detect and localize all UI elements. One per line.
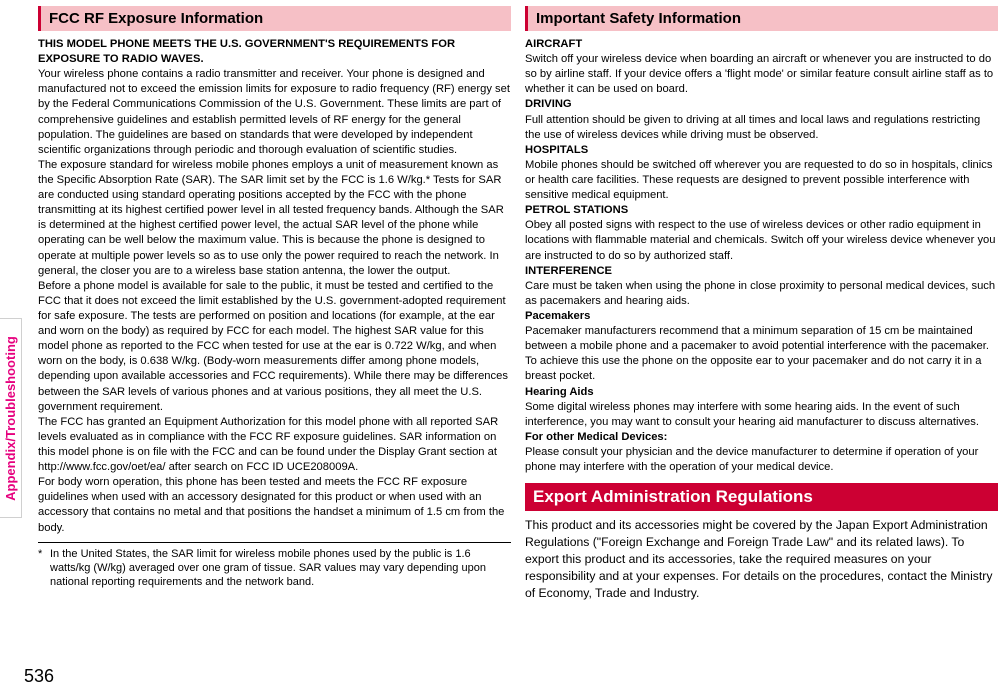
footnote-rule (38, 542, 511, 543)
other-text: Please consult your physician and the de… (525, 445, 998, 475)
fcc-p1: THIS MODEL PHONE MEETS THE U.S. GOVERNME… (38, 37, 511, 67)
footnote-text: In the United States, the SAR limit for … (50, 547, 511, 590)
left-column: FCC RF Exposure Information THIS MODEL P… (38, 6, 511, 665)
fcc-p4: Before a phone model is available for sa… (38, 279, 511, 415)
footnote-asterisk: * (38, 547, 50, 590)
interference-heading: INTERFERENCE (525, 264, 998, 279)
safety-header: Important Safety Information (525, 6, 998, 31)
fcc-p5: The FCC has granted an Equipment Authori… (38, 415, 511, 475)
fcc-header: FCC RF Exposure Information (38, 6, 511, 31)
pacemakers-heading: Pacemakers (525, 309, 998, 324)
petrol-text: Obey all posted signs with respect to th… (525, 218, 998, 263)
driving-text: Full attention should be given to drivin… (525, 113, 998, 143)
page-number: 536 (24, 666, 54, 687)
safety-body: AIRCRAFT Switch off your wireless device… (525, 37, 998, 475)
driving-heading: DRIVING (525, 97, 998, 112)
aircraft-heading: AIRCRAFT (525, 37, 998, 52)
interference-text: Care must be taken when using the phone … (525, 279, 998, 309)
fcc-p2: Your wireless phone contains a radio tra… (38, 67, 511, 158)
pacemakers-text: Pacemaker manufacturers recommend that a… (525, 324, 998, 384)
hearing-text: Some digital wireless phones may interfe… (525, 400, 998, 430)
hearing-heading: Hearing Aids (525, 385, 998, 400)
content-columns: FCC RF Exposure Information THIS MODEL P… (38, 6, 998, 665)
right-column: Important Safety Information AIRCRAFT Sw… (525, 6, 998, 665)
side-tab-label: Appendix/Troubleshooting (3, 336, 18, 501)
hospitals-heading: HOSPITALS (525, 143, 998, 158)
export-body: This product and its accessories might b… (525, 517, 998, 602)
export-header: Export Administration Regulations (525, 483, 998, 511)
hospitals-text: Mobile phones should be switched off whe… (525, 158, 998, 203)
aircraft-text: Switch off your wireless device when boa… (525, 52, 998, 97)
fcc-p3: The exposure standard for wireless mobil… (38, 158, 511, 279)
other-heading: For other Medical Devices: (525, 430, 998, 445)
petrol-heading: PETROL STATIONS (525, 203, 998, 218)
footnote: * In the United States, the SAR limit fo… (38, 547, 511, 590)
export-text: This product and its accessories might b… (525, 517, 998, 602)
fcc-p6: For body worn operation, this phone has … (38, 475, 511, 535)
side-tab: Appendix/Troubleshooting (0, 318, 22, 518)
fcc-body: THIS MODEL PHONE MEETS THE U.S. GOVERNME… (38, 37, 511, 590)
